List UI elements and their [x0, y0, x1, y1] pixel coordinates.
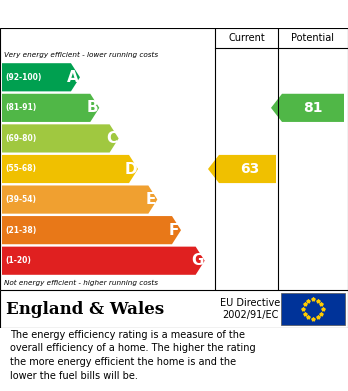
Bar	[281, 293, 345, 325]
Polygon shape	[2, 124, 119, 152]
Text: A: A	[67, 70, 79, 85]
Text: B: B	[87, 100, 98, 115]
Text: (55-68): (55-68)	[5, 165, 36, 174]
Text: 81: 81	[303, 101, 323, 115]
Text: G: G	[191, 253, 204, 268]
Polygon shape	[2, 185, 157, 213]
Text: (1-20): (1-20)	[5, 256, 31, 265]
Text: Energy Efficiency Rating: Energy Efficiency Rating	[10, 7, 202, 21]
Text: E: E	[145, 192, 156, 207]
Text: 63: 63	[240, 162, 259, 176]
Text: Very energy efficient - lower running costs: Very energy efficient - lower running co…	[4, 52, 158, 58]
Polygon shape	[2, 63, 80, 91]
Text: Not energy efficient - higher running costs: Not energy efficient - higher running co…	[4, 280, 158, 286]
Text: The energy efficiency rating is a measure of the
overall efficiency of a home. T: The energy efficiency rating is a measur…	[10, 330, 256, 381]
Text: (21-38): (21-38)	[5, 226, 36, 235]
Polygon shape	[2, 155, 138, 183]
Polygon shape	[2, 94, 99, 122]
Text: Current: Current	[228, 33, 265, 43]
Polygon shape	[2, 216, 181, 244]
Text: F: F	[169, 222, 179, 238]
Text: D: D	[125, 161, 137, 176]
Text: C: C	[106, 131, 117, 146]
Polygon shape	[208, 155, 276, 183]
Text: England & Wales: England & Wales	[6, 301, 164, 317]
Text: (92-100): (92-100)	[5, 73, 41, 82]
Text: Potential: Potential	[292, 33, 334, 43]
Text: (81-91): (81-91)	[5, 103, 36, 112]
Text: (69-80): (69-80)	[5, 134, 36, 143]
Polygon shape	[2, 247, 205, 275]
Text: (39-54): (39-54)	[5, 195, 36, 204]
Text: EU Directive
2002/91/EC: EU Directive 2002/91/EC	[220, 298, 280, 320]
Polygon shape	[271, 94, 344, 122]
